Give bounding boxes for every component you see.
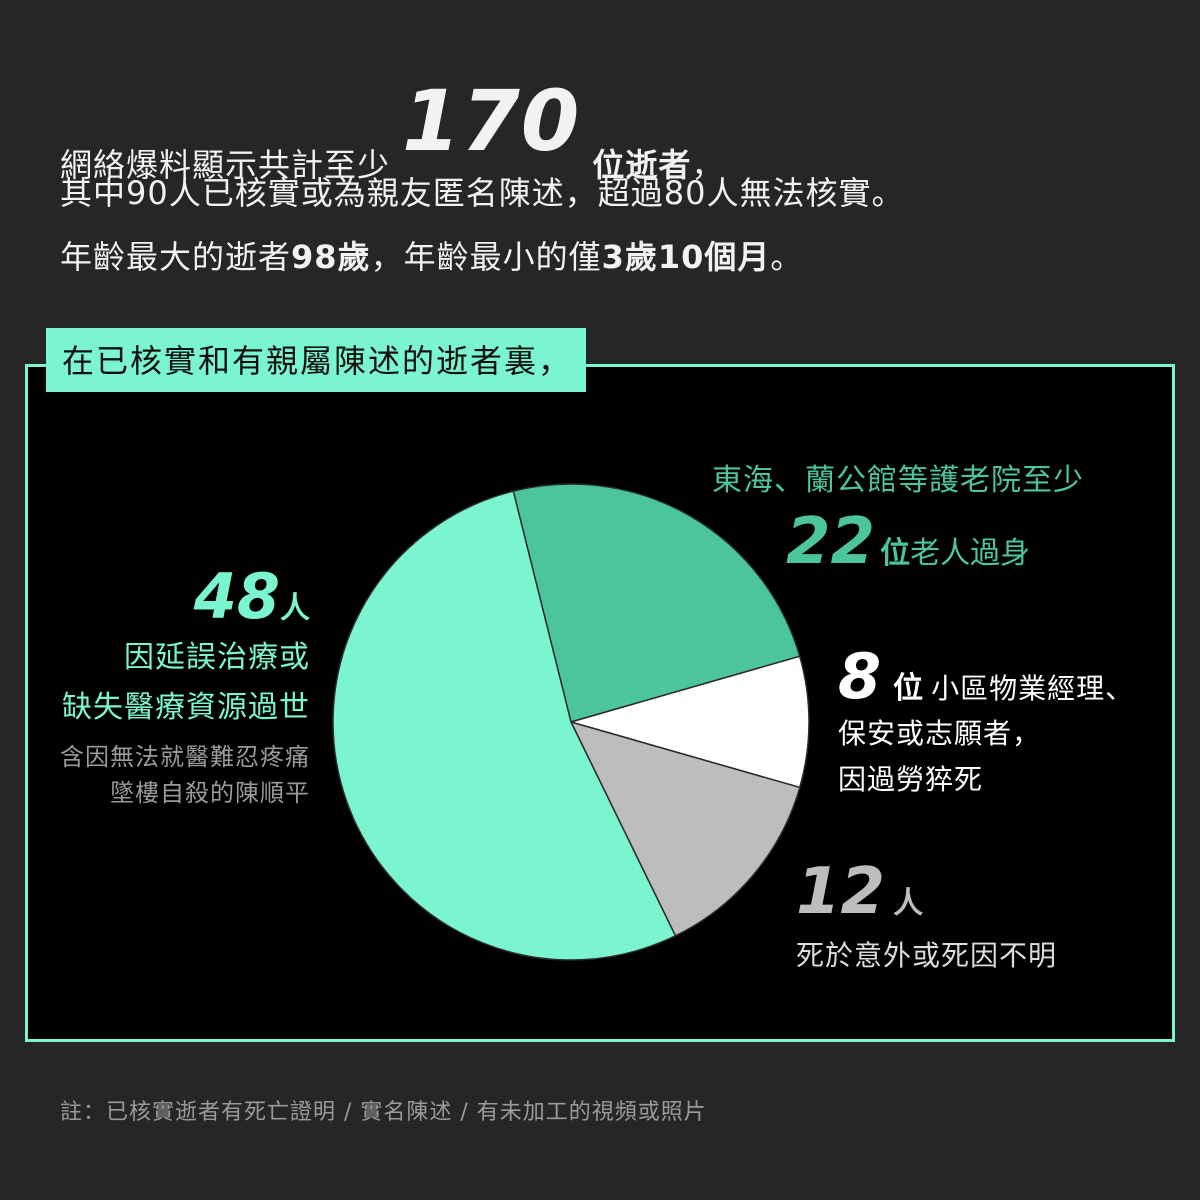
- headline-oldest-age: 98歲: [291, 238, 371, 276]
- headline-total-number: 170: [402, 72, 581, 170]
- label-48-sub2: 墜樓自殺的陳順平: [110, 779, 310, 807]
- label-8-number: 8: [838, 640, 882, 713]
- label-12-unit-bold: 人: [893, 886, 924, 921]
- label-group-48: 48人 因延誤治療或 缺失醫療資源過世 含因無法就醫難忍疼痛墜樓自殺的陳順平: [60, 560, 310, 811]
- headline-line1-punct: ，: [691, 146, 725, 184]
- footnote: 註：已核實逝者有死亡證明 / 實名陳述 / 有未加工的視頻或照片: [60, 1100, 707, 1125]
- panel-title: 在已核實和有親屬陳述的逝者裏，: [46, 328, 587, 392]
- headline-youngest-age: 3歲10個月: [601, 238, 771, 276]
- label-group-12: 12 人: [796, 855, 923, 929]
- label-48-desc1: 因延誤治療或: [124, 640, 310, 675]
- label-group-22: 22 位老人過身: [786, 505, 1030, 579]
- headline-line3: 年齡最大的逝者98歲，年齡最小的僅3歲10個月。: [60, 232, 803, 278]
- label-48-sub1: 含因無法就醫難忍疼痛: [60, 743, 310, 771]
- headline-line2: 其中90人已核實或為親友匿名陳述，超過80人無法核實。: [60, 174, 905, 212]
- headline-line3-e: 。: [770, 238, 804, 276]
- headline-line1-post: 位逝者: [592, 146, 692, 184]
- label-22-unit-bold: 位: [880, 536, 911, 571]
- pie-slice-22: [512, 483, 801, 723]
- label-22-line1: 東海、蘭公館等護老院至少: [712, 463, 1084, 498]
- label-48-desc2: 缺失醫療資源過世: [62, 690, 310, 725]
- headline-line3-a: 年齡最大的逝者: [60, 238, 292, 276]
- pie-slice-48: [332, 490, 677, 961]
- label-12-number: 12: [796, 855, 886, 929]
- label-48-unit: 人: [280, 591, 310, 626]
- label-22-number: 22: [786, 505, 876, 579]
- headline-line3-c: ，年齡最小的僅: [370, 238, 602, 276]
- label-12-desc: 死於意外或死因不明: [796, 939, 1058, 972]
- label-8-desc2: 保安或志願者，: [838, 717, 1042, 750]
- label-group-8: 8 位小區物業經理、: [838, 640, 1134, 713]
- label-48-sub: 含因無法就醫難忍疼痛墜樓自殺的陳順平: [60, 739, 310, 811]
- label-8-desc3: 因過勞猝死: [838, 763, 984, 796]
- label-8-desc1: 小區物業經理、: [931, 672, 1135, 705]
- headline-line1-pre: 網絡爆料顯示共計至少: [60, 146, 391, 184]
- headline-line1: 網絡爆料顯示共計至少 170 位逝者，: [60, 72, 724, 184]
- pie-slice-8: [568, 655, 810, 789]
- pie-slice-12: [569, 720, 801, 937]
- label-48-number: 48: [193, 560, 280, 633]
- label-8-unit-bold: 位: [893, 671, 924, 706]
- label-22-unit: 老人過身: [910, 536, 1031, 571]
